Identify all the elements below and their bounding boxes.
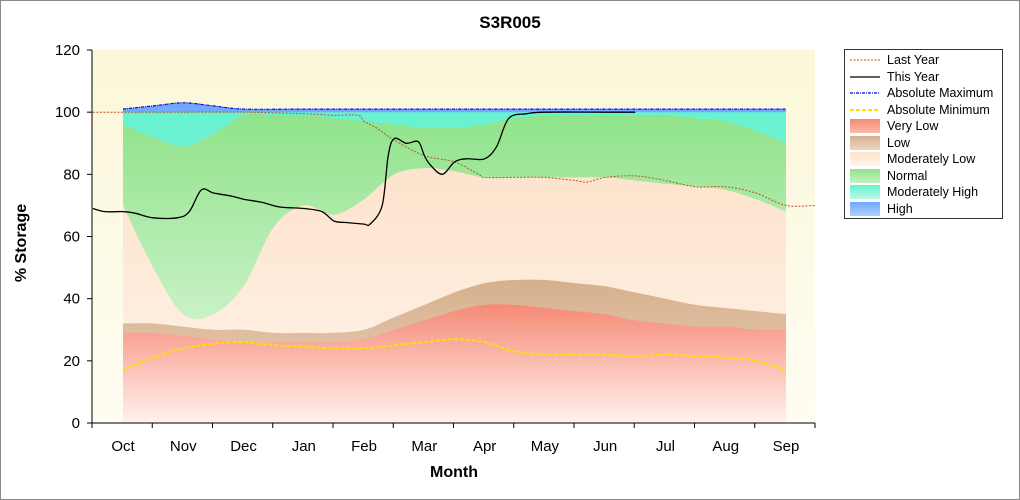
x-axis-label: Month — [430, 464, 478, 481]
legend-swatch-moderately-high — [850, 185, 880, 199]
legend-item-absolute-minimum: Absolute Minimum — [845, 102, 1002, 118]
legend: Last Year This Year Absolute Maximum Abs… — [844, 49, 1003, 219]
line-absolute-maximum — [122, 102, 786, 110]
legend-swatch-absolute-maximum — [850, 92, 880, 94]
legend-label-absolute-maximum: Absolute Maximum — [887, 86, 994, 100]
y-tick-label: 40 — [63, 291, 80, 308]
legend-item-moderately-low: Moderately Low — [845, 151, 1002, 167]
legend-item-moderately-high: Moderately High — [845, 184, 1002, 200]
x-tick-label: May — [531, 438, 560, 455]
legend-item-absolute-maximum: Absolute Maximum — [845, 85, 1002, 101]
legend-label-normal: Normal — [887, 168, 928, 183]
x-tick-label: Nov — [170, 438, 197, 455]
legend-swatch-very-low — [850, 119, 880, 133]
axes: 0 20 40 60 80 100 120 Oct Nov Dec Jan Feb Mar Apr May J… — [55, 42, 816, 455]
legend-label-this-year: This Year — [887, 69, 940, 84]
x-tick-label: Sep — [773, 438, 800, 455]
legend-label-very-low: Very Low — [887, 119, 939, 133]
legend-label-low: Low — [887, 135, 910, 150]
x-tick-label: Dec — [230, 438, 257, 455]
legend-swatch-this-year — [850, 75, 880, 78]
line-this-year — [92, 111, 636, 227]
legend-swatch-high — [850, 201, 880, 216]
legend-item-this-year: This Year — [845, 69, 1002, 85]
y-tick-label: 60 — [63, 229, 80, 246]
y-tick-label: 0 — [72, 415, 80, 432]
series-lines — [92, 102, 817, 372]
x-tick-label: Aug — [712, 438, 739, 455]
legend-swatch-moderately-low — [850, 152, 880, 166]
legend-label-last-year: Last Year — [887, 53, 940, 67]
legend-item-very-low: Very Low — [845, 118, 1002, 134]
legend-swatch-low — [850, 135, 880, 150]
legend-label-moderately-low: Moderately Low — [887, 152, 976, 166]
x-tick-label: Feb — [351, 438, 377, 455]
x-tick-label: Jun — [593, 438, 617, 455]
legend-label-high: High — [887, 201, 913, 216]
legend-swatch-absolute-minimum — [850, 108, 880, 111]
legend-item-normal: Normal — [845, 168, 1002, 184]
band-very-low — [123, 304, 786, 423]
legend-item-last-year: Last Year — [845, 52, 1002, 68]
line-last-year — [92, 111, 817, 207]
line-absolute-minimum — [122, 338, 787, 372]
x-tick-label: Jul — [656, 438, 675, 455]
y-tick-label: 20 — [63, 353, 80, 370]
x-tick-label: Oct — [111, 438, 135, 455]
legend-label-moderately-high: Moderately High — [887, 185, 979, 199]
chart-title: S3R005 — [479, 13, 541, 32]
legend-item-low: Low — [845, 135, 1002, 151]
x-tick-label: Jan — [292, 438, 316, 455]
legend-swatch-last-year — [850, 59, 880, 61]
storage-bands — [123, 102, 786, 424]
legend-swatch-normal — [850, 168, 880, 183]
legend-item-high: High — [845, 201, 1002, 217]
x-tick-label: Mar — [411, 438, 437, 455]
y-tick-label: 80 — [63, 166, 80, 183]
x-tick-label: Apr — [473, 438, 496, 455]
legend-label-absolute-minimum: Absolute Minimum — [887, 102, 990, 117]
y-tick-label: 120 — [55, 42, 80, 59]
y-tick-label: 100 — [55, 104, 80, 121]
